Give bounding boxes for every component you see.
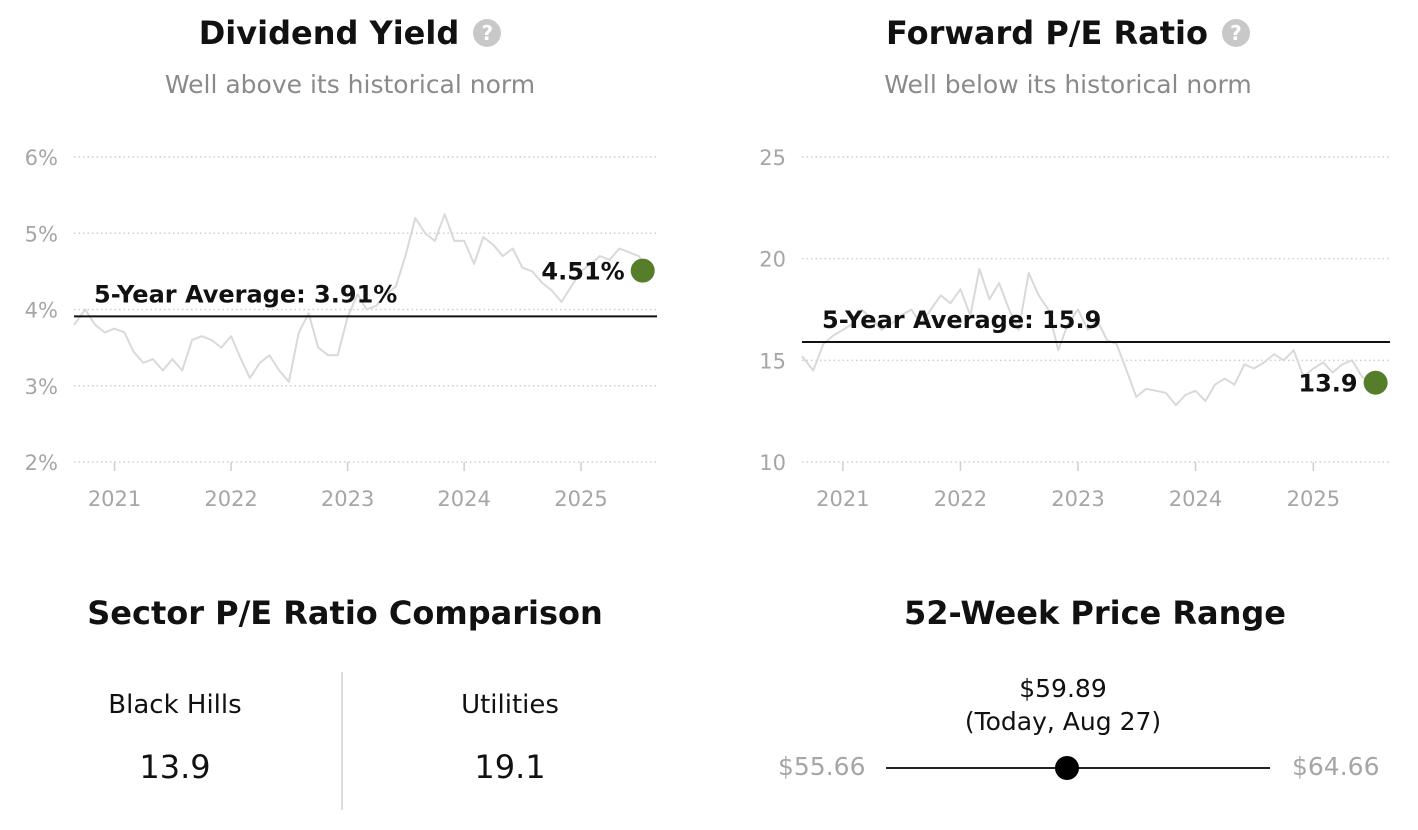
sector-comparison-title: Sector P/E Ratio Comparison <box>87 594 603 632</box>
x-tick-label: 2021 <box>816 487 869 511</box>
sector-item-value: 19.1 <box>474 748 546 786</box>
range-low: $55.66 <box>778 752 866 781</box>
dividend-yield-chart: 6% 5% 4% 3% 2% 2021 2022 2023 2024 2025 5-Year Ave… <box>25 146 657 511</box>
forward-pe-panel: Forward P/E Ratio? Well below its histor… <box>718 0 1418 540</box>
forward-pe-title: Forward P/E Ratio? <box>718 14 1418 52</box>
current-value-label: 13.9 <box>1298 370 1357 398</box>
dividend-yield-title-text: Dividend Yield <box>198 14 460 52</box>
current-price-marker <box>1054 756 1079 780</box>
x-tick-label: 2025 <box>1287 487 1340 511</box>
y-tick-label: 2% <box>25 451 58 475</box>
current-value-marker <box>1363 370 1388 395</box>
forward-pe-subtitle: Well below its historical norm <box>884 70 1252 99</box>
x-tick-label: 2022 <box>934 487 987 511</box>
x-tick-label: 2024 <box>437 487 490 511</box>
x-tick-label: 2023 <box>1051 487 1104 511</box>
question-icon[interactable]: ? <box>473 19 502 47</box>
forward-pe-title-text: Forward P/E Ratio <box>886 14 1208 52</box>
current-value-marker <box>630 258 655 283</box>
current-value-label: 4.51% <box>541 258 624 286</box>
sector-divider <box>341 672 343 810</box>
forward-pe-chart: 25 20 15 10 2021 2022 2023 2024 2025 5-Year Avera… <box>759 146 1390 511</box>
dividend-yield-subtitle: Well above its historical norm <box>164 70 536 99</box>
sector-item-name: Black Hills <box>108 690 242 720</box>
y-tick-label: 4% <box>25 299 58 323</box>
y-tick-label: 5% <box>25 222 58 246</box>
current-price-label: $59.89 (Today, Aug 27) <box>938 672 1188 738</box>
current-price: $59.89 <box>1019 674 1107 703</box>
dividend-yield-title: Dividend Yield? <box>0 14 700 52</box>
average-label: 5-Year Average: 15.9 <box>822 306 1101 334</box>
y-tick-label: 15 <box>759 349 786 373</box>
series-line <box>801 267 1382 407</box>
x-tick-label: 2024 <box>1169 487 1222 511</box>
y-tick-label: 6% <box>25 146 58 170</box>
average-label: 5-Year Average: 3.91% <box>94 280 397 308</box>
x-tick-label: 2023 <box>321 487 374 511</box>
sector-item-name: Utilities <box>461 690 559 720</box>
y-tick-label: 25 <box>759 146 786 170</box>
x-tick-label: 2025 <box>554 487 607 511</box>
x-tick-label: 2021 <box>88 487 141 511</box>
range-high: $64.66 <box>1292 752 1380 781</box>
y-tick-label: 20 <box>759 248 786 272</box>
dividend-yield-panel: Dividend Yield? Well above its historica… <box>0 0 700 540</box>
x-tick-label: 2022 <box>204 487 257 511</box>
current-date: (Today, Aug 27) <box>964 707 1162 736</box>
question-icon[interactable]: ? <box>1221 19 1250 47</box>
y-tick-label: 3% <box>25 375 58 399</box>
sector-item-value: 13.9 <box>139 748 211 786</box>
series-line <box>73 213 650 383</box>
y-tick-label: 10 <box>759 451 786 475</box>
price-range-title: 52-Week Price Range <box>904 594 1286 632</box>
